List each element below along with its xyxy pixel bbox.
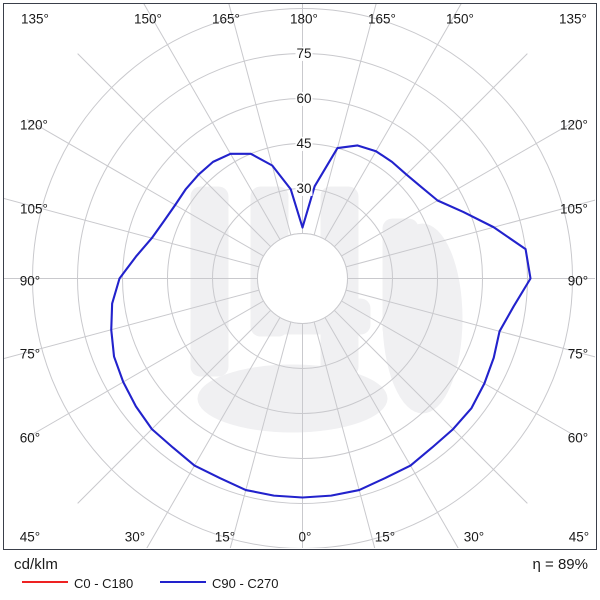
angle-tick-label: 60° bbox=[19, 430, 41, 446]
polar-grid-svg bbox=[4, 4, 595, 548]
chart-legend: cd/klm η = 89% C0 - C180 C90 - C270 bbox=[0, 552, 600, 600]
angle-tick-label: 135° bbox=[559, 11, 587, 27]
angle-tick-label: 135° bbox=[21, 11, 49, 27]
angle-tick-label: 45° bbox=[568, 529, 590, 545]
angle-tick-label: 120° bbox=[560, 117, 588, 133]
legend-entry-c0-c180: C0 - C180 bbox=[22, 576, 133, 591]
angle-tick-label: 0° bbox=[298, 529, 312, 545]
efficiency-label: η = 89% bbox=[532, 556, 588, 573]
legend-entry-c90-c270: C90 - C270 bbox=[160, 576, 278, 591]
angle-tick-label: 30° bbox=[463, 529, 485, 545]
angle-tick-label: 90° bbox=[567, 273, 589, 289]
radial-tick-label: 75 bbox=[295, 45, 313, 61]
angle-tick-label: 105° bbox=[560, 201, 588, 217]
angle-tick-label: 90° bbox=[19, 273, 41, 289]
legend-swatch-c90-c270 bbox=[160, 580, 206, 583]
angle-tick-label: 150° bbox=[446, 11, 474, 27]
legend-label-c90-c270: C90 - C270 bbox=[212, 576, 279, 591]
angle-tick-label: 30° bbox=[124, 529, 146, 545]
angle-tick-label: 180° bbox=[290, 11, 318, 27]
radial-tick-label: 30 bbox=[295, 180, 313, 196]
radial-tick-label: 60 bbox=[295, 90, 313, 106]
angle-tick-label: 105° bbox=[20, 201, 48, 217]
angle-tick-label: 15° bbox=[214, 529, 236, 545]
unit-label: cd/klm bbox=[14, 556, 58, 573]
angle-tick-label: 150° bbox=[134, 11, 162, 27]
inner-hub-circle bbox=[257, 233, 348, 324]
angle-tick-label: 60° bbox=[567, 430, 589, 446]
angle-tick-label: 75° bbox=[567, 346, 589, 362]
legend-swatch-c0-c180 bbox=[22, 580, 68, 583]
angle-tick-label: 45° bbox=[19, 529, 41, 545]
angle-tick-label: 120° bbox=[20, 117, 48, 133]
radial-tick-label: 45 bbox=[295, 135, 313, 151]
polar-plot-area: 75 60 45 30 135° 150° 165° 180° 165° 150° 135° 120… bbox=[3, 3, 597, 550]
distribution-curves bbox=[110, 144, 532, 499]
legend-label-c0-c180: C0 - C180 bbox=[74, 576, 134, 591]
angle-tick-label: 165° bbox=[212, 11, 240, 27]
angle-tick-label: 165° bbox=[368, 11, 396, 27]
angle-tick-label: 15° bbox=[374, 529, 396, 545]
curve-c90-c270 bbox=[110, 144, 532, 499]
angle-tick-label: 75° bbox=[19, 346, 41, 362]
